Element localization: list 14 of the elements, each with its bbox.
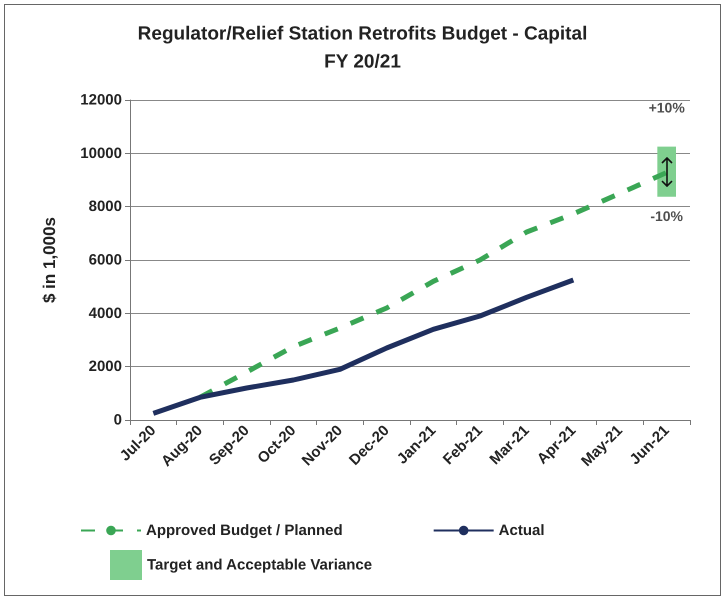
y-tick-label: 4000 — [88, 304, 122, 322]
y-tick-label: 2000 — [88, 358, 122, 376]
chart-title: Regulator/Relief Station Retrofits Budget - Capital FY 20/21 — [138, 24, 588, 72]
y-axis-title: $ in 1,000s — [40, 216, 59, 304]
legend-label: Actual — [498, 522, 545, 539]
y-tick-label: 6000 — [88, 252, 122, 268]
y-tick-label: 12000 — [80, 92, 122, 108]
legend-label: Approved Budget / Planned — [146, 522, 343, 539]
y-tick-label: 10000 — [80, 144, 122, 162]
y-tick-label: 8000 — [88, 198, 122, 216]
legend-label: Target and Acceptable Variance — [147, 556, 372, 574]
y-tick-label: 0 — [114, 412, 122, 428]
annotation: -10% — [650, 208, 684, 224]
annotation: +10% — [648, 100, 686, 116]
